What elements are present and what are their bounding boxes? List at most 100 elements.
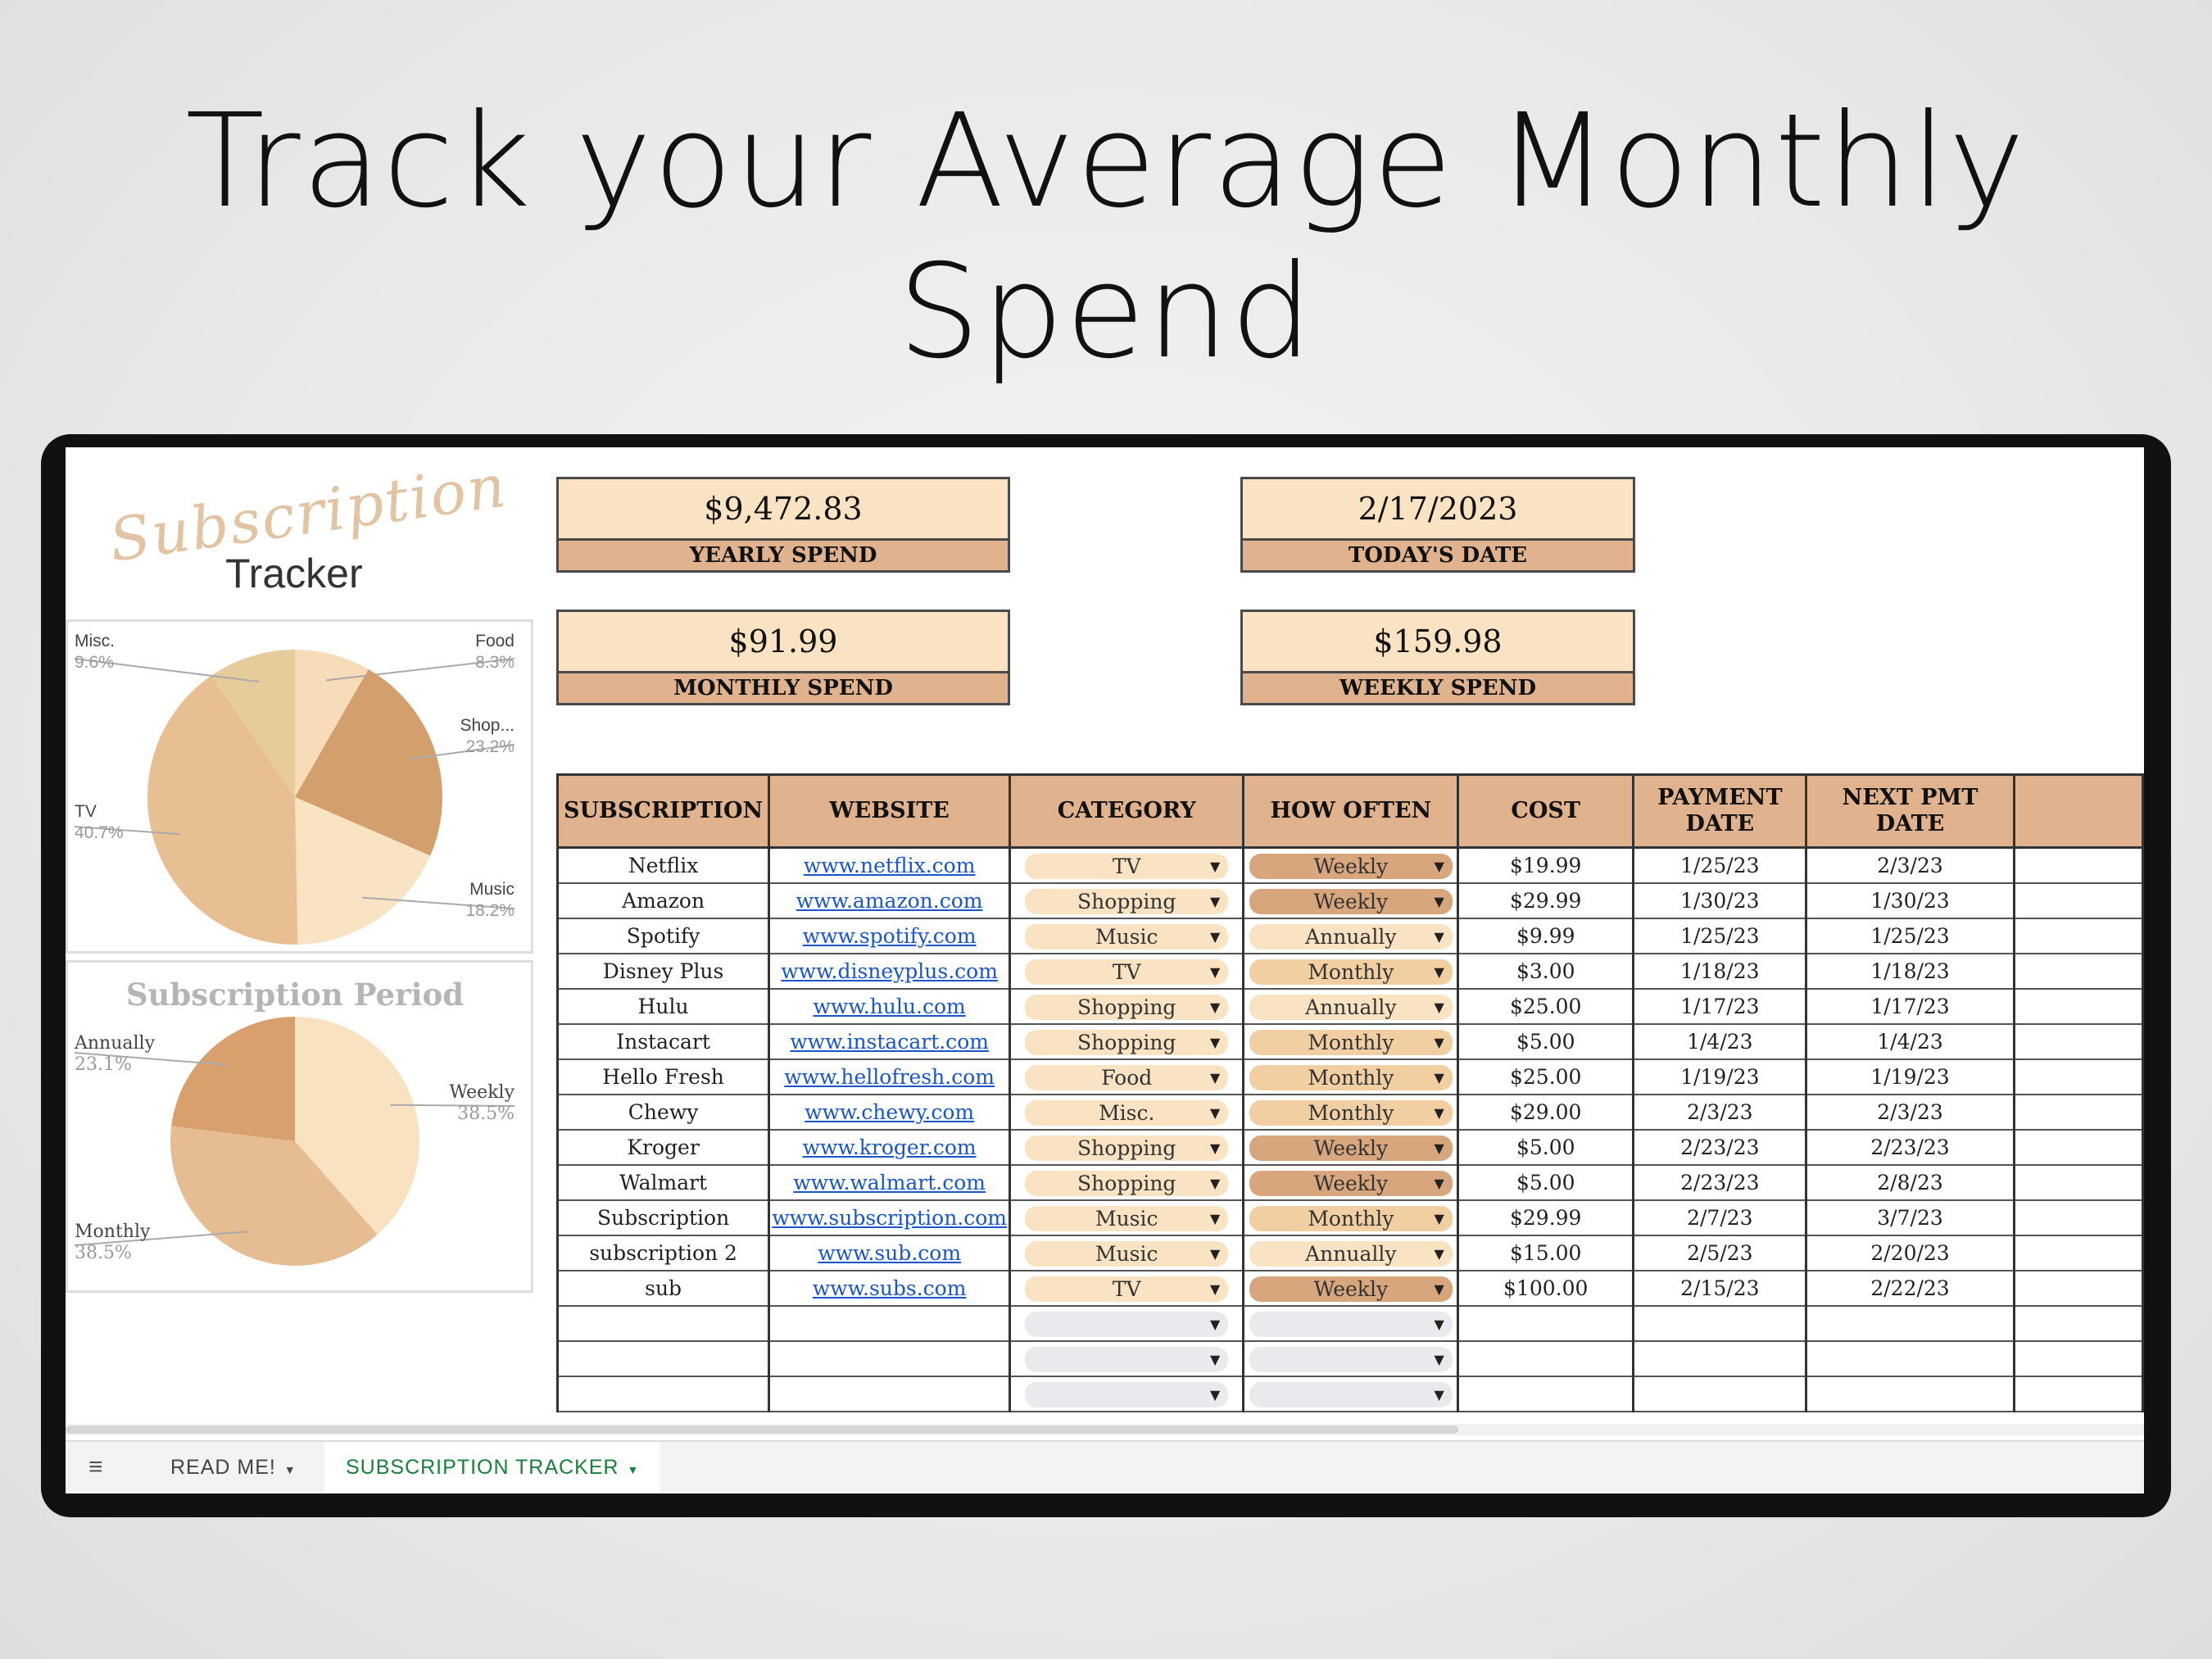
category-pie-chart[interactable]: Food 8.3% Shop... 23.2% Music 18.2% TV 40.7% Mis… — [66, 619, 533, 954]
website-link[interactable]: www.chewy.com — [805, 1100, 975, 1124]
category-dropdown-cell[interactable]: TV ▼ — [1009, 1271, 1245, 1307]
how-often-select[interactable]: Monthly ▼ — [1249, 1205, 1453, 1231]
how-often-select[interactable]: Monthly ▼ — [1249, 1029, 1453, 1055]
how-often-select[interactable]: ▼ — [1249, 1311, 1453, 1337]
caret-down-icon[interactable]: ▼ — [1434, 963, 1444, 980]
pie-slice[interactable] — [295, 1017, 419, 1235]
caret-down-icon[interactable]: ▼ — [283, 1463, 297, 1476]
how-often-dropdown-cell[interactable]: Monthly ▼ — [1242, 1095, 1460, 1131]
caret-down-icon[interactable]: ▼ — [1434, 1210, 1444, 1226]
category-select[interactable]: ▼ — [1025, 1381, 1229, 1407]
caret-down-icon[interactable]: ▼ — [1434, 1351, 1444, 1367]
caret-down-icon[interactable]: ▼ — [1434, 1104, 1444, 1121]
category-select[interactable]: Music ▼ — [1025, 1240, 1229, 1267]
category-select[interactable]: Shopping ▼ — [1025, 1170, 1229, 1196]
caret-down-icon[interactable]: ▼ — [627, 1463, 640, 1476]
caret-down-icon[interactable]: ▼ — [1209, 1281, 1221, 1297]
caret-down-icon[interactable]: ▼ — [1209, 1245, 1221, 1262]
caret-down-icon[interactable]: ▼ — [1209, 1069, 1221, 1086]
period-pie-chart[interactable]: Weekly 38.5% Monthly 38.5% Annually 23.1% Subs… — [66, 960, 533, 1293]
category-select[interactable]: TV ▼ — [1025, 853, 1229, 879]
website-link[interactable]: www.subscription.com — [772, 1206, 1008, 1230]
website-link[interactable]: www.amazon.com — [796, 889, 983, 913]
category-dropdown-cell[interactable]: ▼ — [1009, 1376, 1245, 1412]
caret-down-icon[interactable]: ▼ — [1434, 1245, 1444, 1262]
website-link[interactable]: www.disneyplus.com — [781, 959, 998, 983]
tab-subscription-tracker[interactable]: SUBSCRIPTION TRACKER ▼ — [324, 1442, 661, 1494]
caret-down-icon[interactable]: ▼ — [1209, 1210, 1221, 1226]
how-often-dropdown-cell[interactable]: Monthly ▼ — [1242, 1200, 1460, 1236]
caret-down-icon[interactable]: ▼ — [1209, 928, 1221, 945]
how-often-select[interactable]: ▼ — [1249, 1346, 1453, 1372]
how-often-dropdown-cell[interactable]: Annually ▼ — [1242, 918, 1460, 954]
how-often-dropdown-cell[interactable]: Annually ▼ — [1242, 989, 1460, 1025]
pie-slice[interactable] — [211, 650, 295, 797]
website-link[interactable]: www.hulu.com — [813, 995, 966, 1018]
category-select[interactable]: Music ▼ — [1025, 923, 1229, 950]
website-link[interactable]: www.netflix.com — [803, 854, 976, 877]
scrollbar-thumb[interactable] — [66, 1426, 1458, 1434]
how-often-dropdown-cell[interactable]: ▼ — [1242, 1341, 1460, 1377]
caret-down-icon[interactable]: ▼ — [1434, 858, 1444, 874]
how-often-select[interactable]: Weekly ▼ — [1249, 853, 1453, 879]
caret-down-icon[interactable]: ▼ — [1434, 1069, 1444, 1086]
how-often-dropdown-cell[interactable]: ▼ — [1242, 1376, 1460, 1412]
caret-down-icon[interactable]: ▼ — [1209, 1351, 1221, 1367]
caret-down-icon[interactable]: ▼ — [1209, 999, 1221, 1015]
category-dropdown-cell[interactable]: Shopping ▼ — [1009, 883, 1245, 919]
caret-down-icon[interactable]: ▼ — [1434, 999, 1444, 1015]
pie-slice[interactable] — [295, 669, 442, 856]
how-often-select[interactable]: ▼ — [1249, 1381, 1453, 1407]
how-often-dropdown-cell[interactable]: Weekly ▼ — [1242, 847, 1460, 884]
category-dropdown-cell[interactable]: Music ▼ — [1009, 1200, 1245, 1236]
how-often-select[interactable]: Monthly ▼ — [1249, 959, 1453, 985]
caret-down-icon[interactable]: ▼ — [1209, 893, 1221, 909]
website-link[interactable]: www.hellofresh.com — [784, 1065, 995, 1089]
caret-down-icon[interactable]: ▼ — [1434, 1316, 1444, 1332]
caret-down-icon[interactable]: ▼ — [1434, 1175, 1444, 1191]
caret-down-icon[interactable]: ▼ — [1434, 1140, 1444, 1156]
website-link[interactable]: www.kroger.com — [802, 1135, 977, 1159]
how-often-dropdown-cell[interactable]: Monthly ▼ — [1242, 1024, 1460, 1060]
category-select[interactable]: Shopping ▼ — [1025, 994, 1229, 1020]
category-select[interactable]: Food ▼ — [1025, 1064, 1229, 1090]
how-often-select[interactable]: Annually ▼ — [1249, 1240, 1453, 1267]
caret-down-icon[interactable]: ▼ — [1209, 1175, 1221, 1191]
category-select[interactable]: Shopping ▼ — [1025, 1135, 1229, 1161]
list-icon[interactable]: ≡ — [88, 1453, 103, 1480]
how-often-dropdown-cell[interactable]: Monthly ▼ — [1242, 1059, 1460, 1095]
category-dropdown-cell[interactable]: Shopping ▼ — [1009, 1024, 1245, 1060]
how-often-select[interactable]: Weekly ▼ — [1249, 1170, 1453, 1196]
category-dropdown-cell[interactable]: ▼ — [1009, 1306, 1245, 1342]
caret-down-icon[interactable]: ▼ — [1209, 858, 1221, 874]
how-often-select[interactable]: Weekly ▼ — [1249, 888, 1453, 914]
pie-slice[interactable] — [170, 1126, 378, 1266]
category-dropdown-cell[interactable]: Shopping ▼ — [1009, 1165, 1245, 1201]
caret-down-icon[interactable]: ▼ — [1209, 963, 1221, 980]
category-dropdown-cell[interactable]: ▼ — [1009, 1341, 1245, 1377]
how-often-dropdown-cell[interactable]: ▼ — [1242, 1306, 1460, 1342]
how-often-select[interactable]: Weekly ▼ — [1249, 1135, 1453, 1161]
category-select[interactable]: ▼ — [1025, 1346, 1229, 1372]
category-dropdown-cell[interactable]: TV ▼ — [1009, 847, 1245, 884]
category-dropdown-cell[interactable]: Music ▼ — [1009, 1235, 1245, 1271]
caret-down-icon[interactable]: ▼ — [1209, 1386, 1221, 1403]
how-often-dropdown-cell[interactable]: Weekly ▼ — [1242, 1165, 1460, 1201]
category-select[interactable]: Shopping ▼ — [1025, 1029, 1229, 1055]
category-dropdown-cell[interactable]: Food ▼ — [1009, 1059, 1245, 1095]
category-select[interactable]: Misc. ▼ — [1025, 1099, 1229, 1126]
category-dropdown-cell[interactable]: Music ▼ — [1009, 918, 1245, 954]
caret-down-icon[interactable]: ▼ — [1209, 1034, 1221, 1050]
pie-slice[interactable] — [295, 797, 431, 945]
caret-down-icon[interactable]: ▼ — [1209, 1316, 1221, 1332]
caret-down-icon[interactable]: ▼ — [1434, 928, 1444, 945]
category-select[interactable]: TV ▼ — [1025, 959, 1229, 985]
category-select[interactable]: ▼ — [1025, 1311, 1229, 1337]
category-dropdown-cell[interactable]: Misc. ▼ — [1009, 1095, 1245, 1131]
website-link[interactable]: www.subs.com — [812, 1276, 967, 1300]
how-often-dropdown-cell[interactable]: Weekly ▼ — [1242, 1130, 1460, 1166]
website-link[interactable]: www.instacart.com — [790, 1030, 989, 1054]
category-select[interactable]: Music ▼ — [1025, 1205, 1229, 1231]
category-select[interactable]: TV ▼ — [1025, 1276, 1229, 1302]
pie-slice[interactable] — [147, 675, 298, 945]
